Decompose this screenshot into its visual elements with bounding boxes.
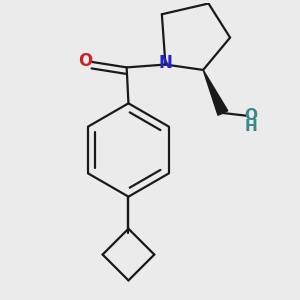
Text: H: H: [244, 119, 257, 134]
Polygon shape: [203, 70, 228, 115]
Text: N: N: [158, 55, 172, 73]
Text: O: O: [244, 108, 257, 123]
Text: O: O: [78, 52, 92, 70]
